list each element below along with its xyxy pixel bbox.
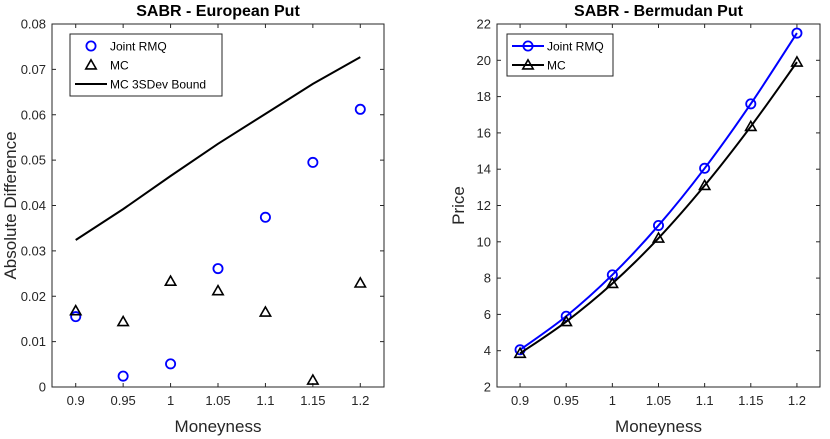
bermudan-put-chart: 0.9 0.95 1 1.05 1.1 1.15 1.2 2 4 6 8 10 12 14 16 18 20 22…	[449, 3, 821, 436]
legend: Joint RMQ MC MC 3SDev Bound	[69, 33, 223, 97]
x-tick-label: 0.95	[554, 393, 579, 408]
legend-item: MC	[84, 58, 129, 73]
y-tick-label: 0.06	[21, 107, 46, 122]
y-tick-label: 0.02	[21, 289, 46, 304]
data-point	[745, 98, 757, 110]
data-point	[513, 346, 527, 359]
x-tick-label: 1.05	[646, 393, 671, 408]
data-point	[791, 27, 803, 39]
legend: Joint RMQ MC	[506, 33, 614, 77]
x-tick-label: 1.1	[696, 393, 714, 408]
y-tick-label: 0	[39, 380, 46, 395]
legend-label: MC 3SDev Bound	[110, 78, 206, 92]
x-tick-label: 1	[167, 393, 174, 408]
x-tick-label: 0.9	[511, 393, 529, 408]
data-point	[69, 303, 83, 316]
x-tick-label: 1.2	[788, 393, 806, 408]
data-point	[698, 178, 712, 191]
legend-marker	[84, 58, 98, 70]
y-tick-label: 0.03	[21, 243, 46, 258]
legend-label: MC	[110, 59, 129, 73]
chart-title: SABR - European Put	[136, 3, 300, 20]
y-tick-label: 10	[477, 234, 491, 249]
legend-item: Joint RMQ	[512, 40, 604, 54]
legend-item: Joint RMQ	[85, 40, 167, 54]
y-tick-label: 0.04	[21, 198, 46, 213]
legend-marker	[521, 58, 535, 70]
data-point	[353, 276, 367, 288]
data-point	[307, 156, 319, 168]
data-point	[699, 162, 711, 174]
data-point	[790, 55, 804, 67]
y-tick-label: 18	[477, 89, 491, 104]
series-mc	[513, 55, 804, 359]
data-point	[70, 311, 82, 323]
legend-label: MC	[547, 59, 566, 73]
data-point	[163, 274, 178, 286]
data-point	[258, 305, 273, 317]
y-axis-label: Price	[449, 186, 468, 225]
data-point	[306, 373, 320, 385]
series-mc	[69, 274, 367, 385]
y-tick-label: 20	[477, 53, 491, 68]
data-point	[165, 358, 177, 370]
data-point	[744, 119, 758, 132]
series-line	[75, 56, 361, 241]
y-tick-label: 0.07	[21, 62, 46, 77]
european-put-chart: 0.9 0.95 1 1.05 1.1 1.15 1.2 0 0.01 0.02 0.03 0.04 0…	[1, 3, 385, 436]
x-tick-label: 1.2	[351, 393, 369, 408]
legend-marker	[522, 40, 534, 52]
chart-title: SABR - Bermudan Put	[574, 3, 744, 20]
x-tick-label: 1.05	[205, 393, 230, 408]
y-axis-label: Absolute Difference	[1, 131, 20, 279]
legend-label: Joint RMQ	[110, 40, 167, 54]
y-tick-label: 6	[484, 307, 491, 322]
legend-item: MC 3SDev Bound	[75, 78, 206, 92]
data-point	[605, 276, 619, 289]
x-axis-label: Moneyness	[615, 417, 702, 436]
legend-label: Joint RMQ	[547, 40, 604, 54]
data-point	[117, 370, 129, 382]
data-point	[212, 263, 224, 275]
y-tick-label: 12	[477, 198, 491, 213]
series-line	[519, 61, 798, 355]
x-tick-label: 0.95	[110, 393, 135, 408]
x-tick-label: 1.15	[300, 393, 325, 408]
data-point	[211, 283, 225, 296]
x-tick-label: 1.15	[738, 393, 763, 408]
data-point	[653, 219, 665, 231]
y-tick-label: 16	[477, 125, 491, 140]
x-tick-label: 1.1	[256, 393, 274, 408]
y-tick-label: 4	[484, 343, 491, 358]
data-point	[559, 314, 573, 327]
legend-item: MC	[512, 58, 566, 73]
y-tick-label: 8	[484, 271, 491, 286]
data-point	[116, 314, 130, 327]
data-point	[259, 211, 271, 223]
y-tick-label: 0.01	[21, 334, 46, 349]
x-tick-label: 1	[609, 393, 616, 408]
data-point	[651, 231, 666, 243]
series-joint-rmq	[70, 103, 366, 382]
data-point	[354, 103, 366, 115]
y-tick-label: 0.08	[21, 17, 46, 32]
legend-marker	[85, 40, 97, 52]
y-tick-label: 2	[484, 380, 491, 395]
y-tick-label: 14	[477, 162, 491, 177]
y-tick-label: 0.05	[21, 153, 46, 168]
x-tick-label: 0.9	[67, 393, 85, 408]
y-tick-label: 22	[477, 17, 491, 32]
series-mc-3sdev-bound	[75, 56, 361, 241]
x-axis-label: Moneyness	[175, 417, 262, 436]
